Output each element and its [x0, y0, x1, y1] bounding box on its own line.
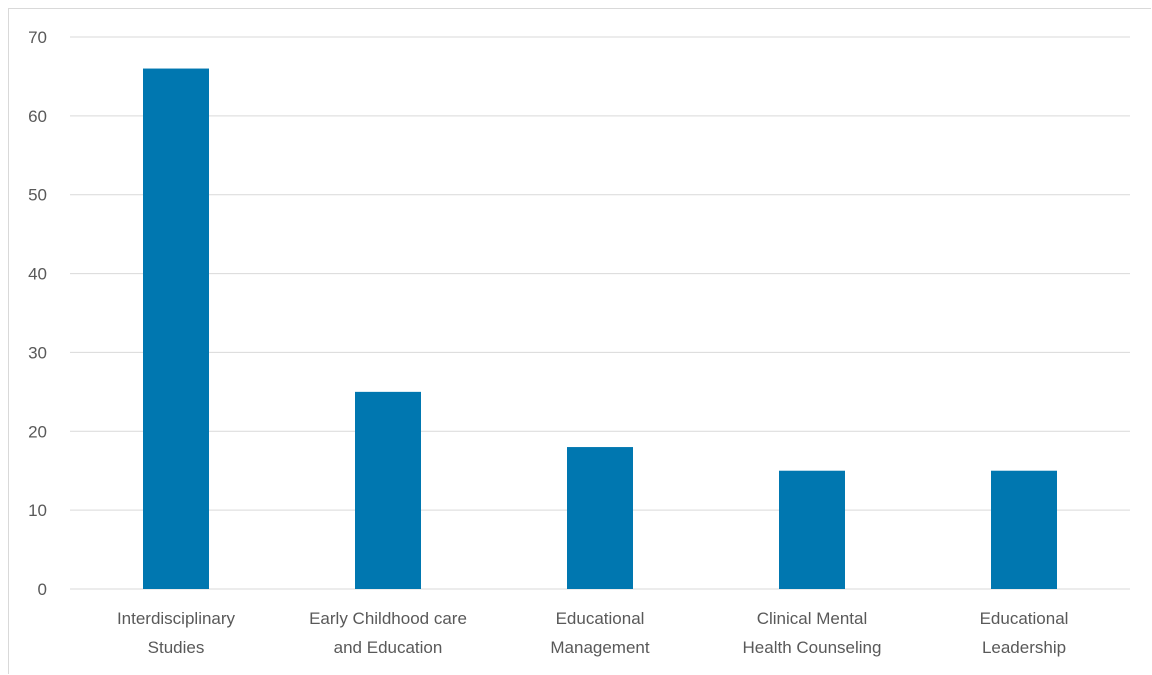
y-tick-label: 60: [28, 107, 47, 126]
x-axis-labels: Interdisciplinary Studies Early Childhood …: [117, 609, 1068, 657]
y-tick-label: 50: [28, 186, 47, 205]
y-tick-label: 70: [28, 28, 47, 47]
y-tick-label: 0: [38, 580, 47, 599]
bar: [355, 391, 421, 589]
x-category-label: Clinical Mental Health Counseling: [743, 609, 882, 657]
x-category-label: Interdisciplinary Studies: [117, 609, 236, 657]
bars: [143, 68, 1057, 590]
y-axis-ticks: 0 10 20 30 40 50 60 70: [28, 28, 47, 599]
x-category-label: Educational Leadership: [980, 609, 1069, 657]
bar: [991, 470, 1057, 589]
y-tick-label: 10: [28, 501, 47, 520]
x-category-label: Educational Management: [550, 609, 650, 657]
x-category-label: Early Childhood care and Education: [309, 609, 467, 657]
bar: [143, 68, 209, 590]
y-tick-label: 40: [28, 265, 47, 284]
y-tick-label: 30: [28, 343, 47, 362]
y-tick-label: 20: [28, 422, 47, 441]
bar: [567, 447, 633, 589]
bar: [779, 470, 845, 589]
chart-frame: [8, 8, 1151, 674]
